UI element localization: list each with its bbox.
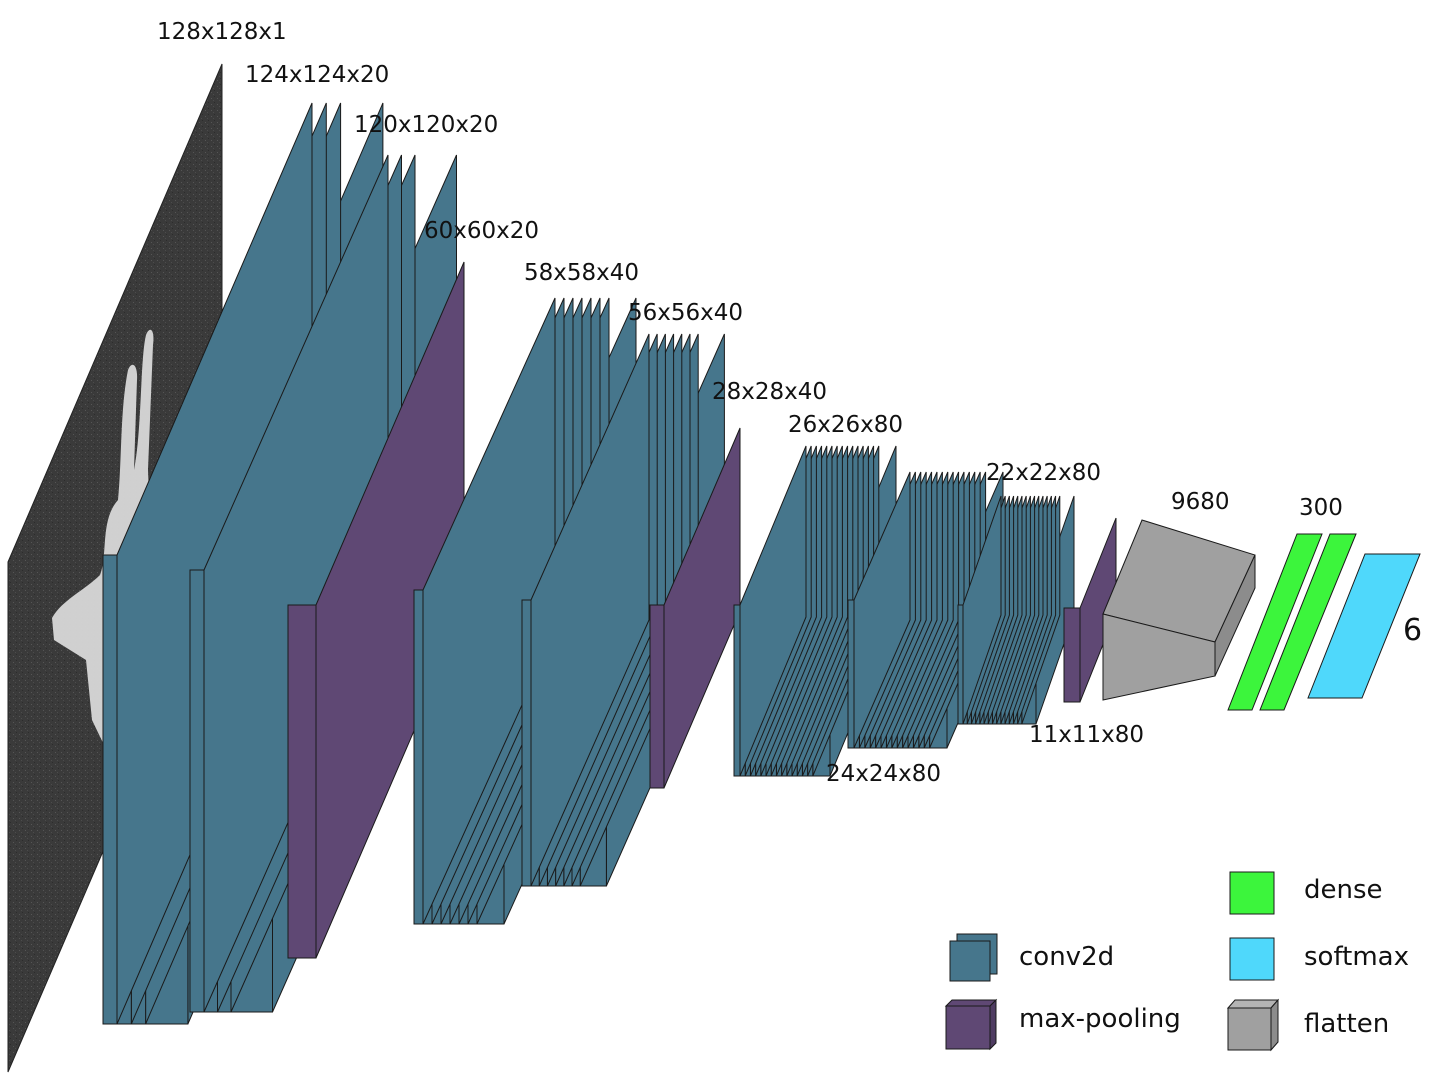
legend-item-softmax: softmax [1229, 937, 1409, 981]
legend-swatch-flatten [1226, 999, 1280, 1009]
legend-label-conv2d: conv2d [1019, 942, 1114, 972]
label-conv2-shape: 120x120x20 [354, 112, 498, 138]
flatten-side-face [1214, 554, 1256, 677]
softmax-layer [1307, 553, 1421, 699]
label-flatten-size: 9680 [1171, 489, 1230, 515]
label-conv5-shape: 26x26x80 [788, 412, 903, 438]
legend-label-max-pooling: max-pooling [1019, 1004, 1181, 1034]
label-pool3-shape: 11x11x80 [1029, 722, 1144, 748]
legend-swatch-max-pooling-front [945, 1005, 991, 1050]
conv7-slab-1-front [957, 604, 964, 725]
legend-item-flatten: flatten [1226, 998, 1389, 1052]
legend-swatch-conv2d-front [949, 940, 991, 982]
flatten-block [1102, 519, 1256, 701]
label-softmax-size: 6 [1403, 613, 1422, 648]
conv6-slab-1-front [847, 599, 855, 749]
conv3-slab-1-front [413, 589, 424, 925]
label-conv3-shape: 58x58x40 [524, 260, 639, 286]
label-conv1-shape: 124x124x20 [245, 62, 389, 88]
legend-swatch-softmax [1229, 937, 1275, 981]
pool3-slab-1-front [1063, 607, 1081, 703]
dense-layer-2 [1259, 533, 1357, 711]
dense-layer-1 [1227, 533, 1323, 711]
legend-item-dense: dense [1229, 871, 1383, 915]
legend-label-softmax: softmax [1304, 942, 1409, 972]
legend-swatch-dense [1229, 871, 1275, 915]
input-image-icon [52, 329, 154, 745]
legend-label-dense: dense [1304, 875, 1383, 905]
conv2-slab-1-front [189, 569, 205, 1013]
label-conv6-shape: 24x24x80 [826, 761, 941, 787]
legend-label-flatten: flatten [1304, 1009, 1389, 1039]
legend-item-conv2d: conv2d [949, 933, 1114, 982]
legend-swatch-max-pooling-side [989, 998, 997, 1051]
legend-swatch-flatten-front [1227, 1007, 1272, 1051]
label-conv4-shape: 56x56x40 [628, 300, 743, 326]
pool1-slab-1-front [287, 604, 317, 959]
conv5-slab-1-front [733, 604, 741, 777]
legend: conv2d max-pooling dense softmax flatten [944, 871, 1409, 1052]
pool2-slab-1-front [649, 604, 665, 789]
legend-swatch-max-pooling [944, 999, 998, 1007]
label-pool2-shape: 28x28x40 [712, 379, 827, 405]
layers-group [102, 102, 1117, 1025]
label-pool1-shape: 60x60x20 [424, 218, 539, 244]
label-dense-size: 300 [1299, 495, 1343, 521]
legend-item-max-pooling: max-pooling [944, 998, 1181, 1051]
conv4-slab-1-front [521, 599, 532, 887]
legend-swatch-flatten-side [1270, 998, 1279, 1052]
conv1-slab-1-front [102, 554, 118, 1025]
label-input-shape: 128x128x1 [157, 19, 287, 45]
label-conv7-shape: 22x22x80 [986, 460, 1101, 486]
